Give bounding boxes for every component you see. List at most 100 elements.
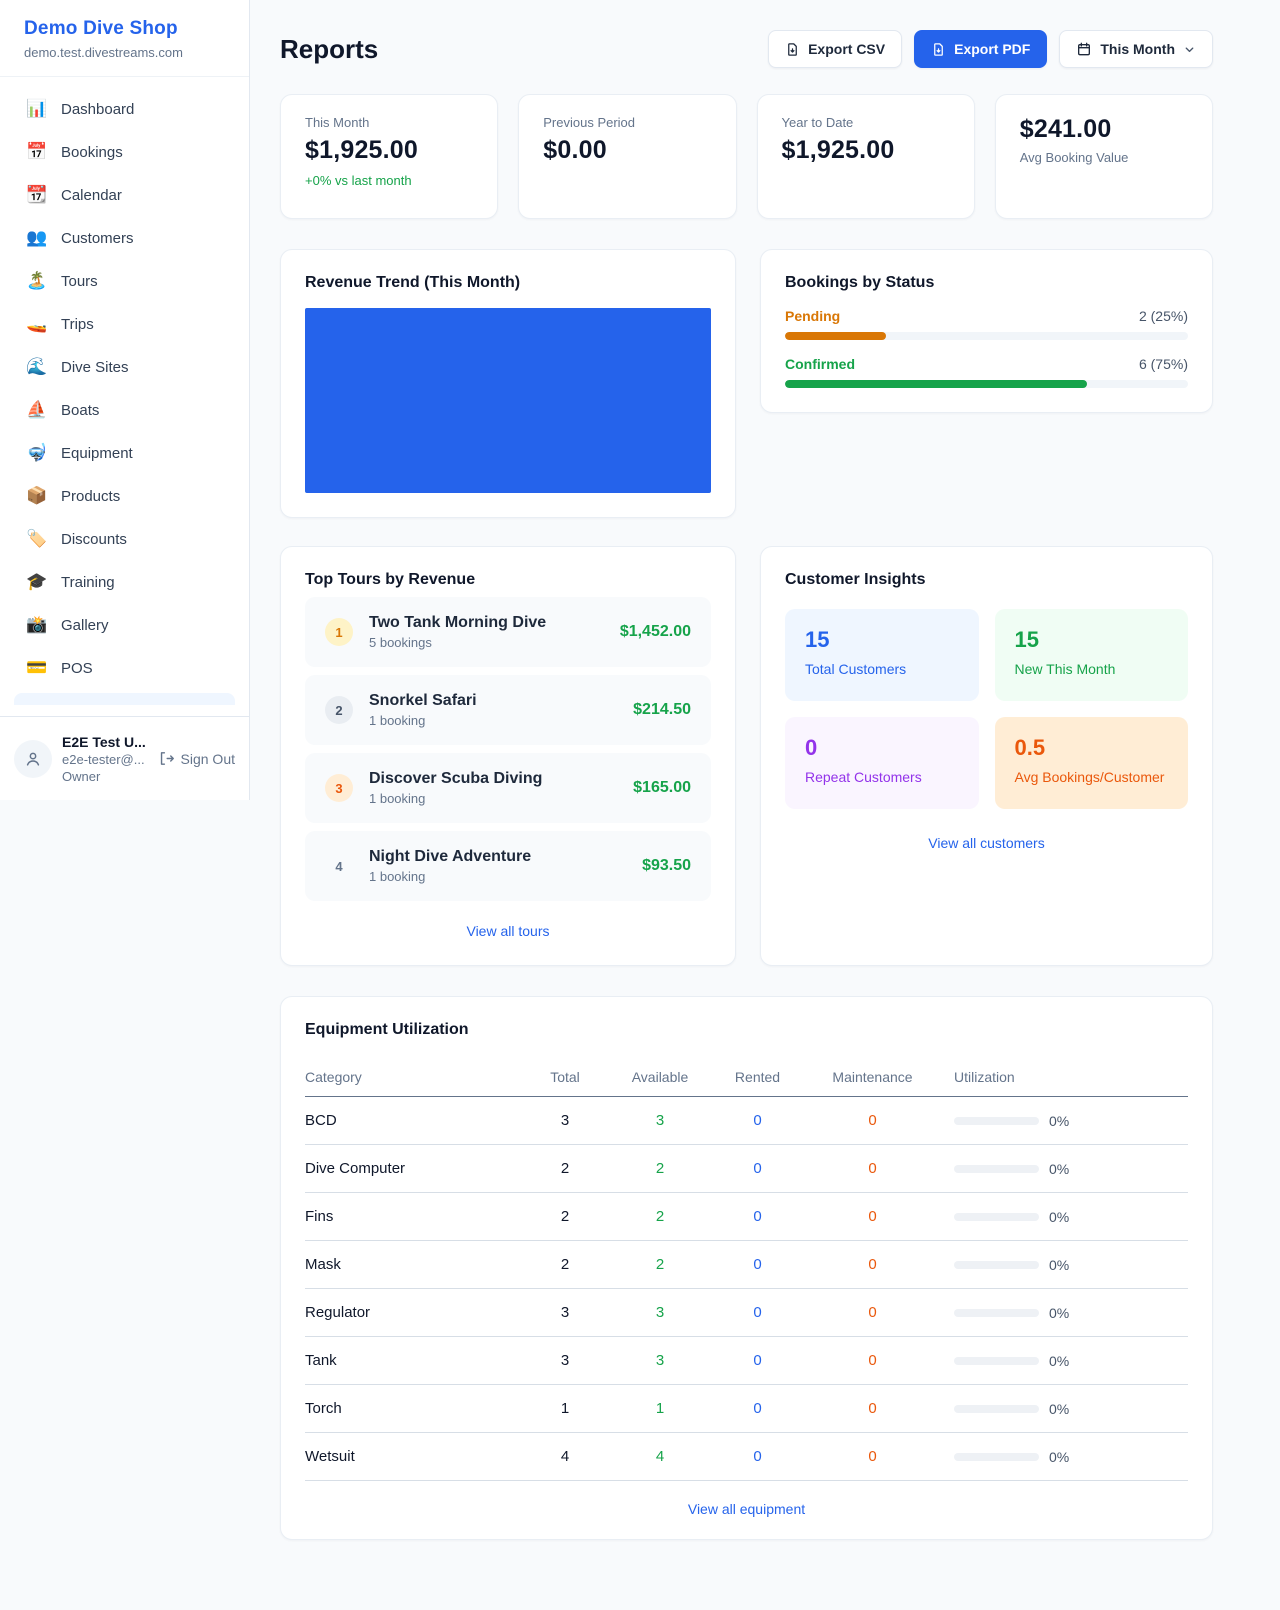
equipment-maintenance: 0: [868, 1352, 877, 1369]
equipment-rented: 0: [753, 1256, 762, 1273]
insights-row: Top Tours by Revenue 1 Two Tank Morning …: [280, 546, 1213, 966]
sidebar-item-active-clipped[interactable]: [14, 693, 235, 705]
person-icon: [26, 752, 40, 766]
stat-card-year-to-date: Year to Date $1,925.00: [756, 94, 975, 219]
equipment-available: 3: [655, 1304, 665, 1321]
tile-value: 0.5: [1014, 735, 1046, 760]
equipment-category: BCD: [305, 1112, 337, 1129]
sidebar-item-label: Calendar: [61, 186, 122, 204]
diving-mask-icon: 🤿: [26, 443, 48, 462]
equipment-total: 3: [560, 1112, 570, 1129]
equipment-total: 4: [560, 1448, 570, 1465]
export-pdf-button[interactable]: Export PDF: [914, 30, 1048, 68]
period-selector[interactable]: This Month: [1059, 30, 1213, 68]
sidebar-item-equipment[interactable]: 🤿 Equipment: [14, 435, 235, 471]
equipment-utilization-title: Equipment Utilization: [305, 1021, 469, 1038]
sidebar-item-products[interactable]: 📦 Products: [14, 478, 235, 514]
status-label: Confirmed: [785, 356, 855, 372]
bookings-by-status-title: Bookings by Status: [785, 274, 935, 291]
view-all-equipment-link[interactable]: View all equipment: [687, 1501, 806, 1517]
rank-badge: 4: [335, 858, 343, 874]
page-title: Reports: [280, 33, 379, 64]
user-role: Owner: [62, 768, 101, 784]
sidebar-item-pos[interactable]: 💳 POS: [14, 650, 235, 686]
view-all-customers-link[interactable]: View all customers: [928, 835, 1045, 851]
tour-bookings: 1 booking: [369, 791, 426, 806]
sidebar-item-tours[interactable]: 🏝️ Tours: [14, 263, 235, 299]
sidebar-item-discounts[interactable]: 🏷️ Discounts: [14, 521, 235, 557]
equipment-table: Category Total Available Rented Maintena…: [305, 1057, 1188, 1481]
equipment-available: 3: [655, 1112, 665, 1129]
export-csv-button[interactable]: Export CSV: [768, 30, 903, 68]
credit-card-icon: 💳: [26, 658, 48, 677]
tile-label: Repeat Customers: [805, 769, 922, 785]
stat-label: Previous Period: [543, 115, 636, 130]
sidebar-item-label: Training: [61, 573, 115, 591]
table-row: Fins 2 2 0 0 0%: [305, 1193, 1188, 1241]
sidebar-item-calendar[interactable]: 📆 Calendar: [14, 177, 235, 213]
sidebar-item-label: Tours: [61, 272, 98, 290]
file-download-icon: [934, 42, 943, 56]
period-label: This Month: [1100, 41, 1175, 57]
equipment-rented: 0: [753, 1160, 762, 1177]
equipment-rented: 0: [753, 1208, 762, 1225]
utilization-percent: 0%: [1049, 1304, 1070, 1321]
sidebar-item-training[interactable]: 🎓 Training: [14, 564, 235, 600]
stat-value: $0.00: [543, 136, 607, 164]
equipment-available: 2: [655, 1256, 665, 1273]
dashboard-icon: 📊: [26, 99, 48, 118]
equipment-available: 4: [655, 1448, 665, 1465]
customer-insights-title: Customer Insights: [785, 571, 926, 588]
revenue-trend-card: Revenue Trend (This Month): [280, 249, 736, 518]
sign-out-button[interactable]: Sign Out: [158, 750, 235, 767]
view-all-tours-link[interactable]: View all tours: [466, 923, 550, 939]
export-csv-label: Export CSV: [808, 41, 886, 57]
equipment-category: Fins: [305, 1208, 334, 1225]
tour-amount: $165.00: [633, 779, 691, 796]
tile-label: New This Month: [1014, 661, 1116, 677]
col-utilization: Utilization: [954, 1068, 1015, 1085]
rank-badge: 2: [325, 696, 353, 724]
charts-row: Revenue Trend (This Month) Bookings by S…: [280, 249, 1213, 518]
sidebar-item-label: Trips: [61, 315, 94, 333]
sidebar-item-label: Bookings: [61, 143, 123, 161]
status-label: Pending: [785, 308, 841, 324]
sidebar-header: Demo Dive Shop demo.test.divestreams.com: [0, 0, 249, 77]
equipment-rented: 0: [753, 1448, 762, 1465]
tour-row: 1 Two Tank Morning Dive 5 bookings $1,45…: [305, 597, 711, 667]
package-icon: 📦: [26, 486, 48, 505]
tour-row: 3 Discover Scuba Diving 1 booking $165.0…: [305, 753, 711, 823]
equipment-category: Mask: [305, 1256, 341, 1273]
tour-name: Snorkel Safari: [369, 692, 477, 709]
utilization-percent: 0%: [1049, 1352, 1070, 1369]
tour-bookings: 1 booking: [369, 713, 426, 728]
table-row: Mask 2 2 0 0 0%: [305, 1241, 1188, 1289]
sidebar-item-bookings[interactable]: 📅 Bookings: [14, 134, 235, 170]
equipment-rented: 0: [753, 1304, 762, 1321]
tour-amount: $1,452.00: [619, 623, 691, 640]
stat-label: Avg Booking Value: [1019, 150, 1129, 165]
equipment-table-header: Category Total Available Rented Maintena…: [305, 1057, 1188, 1097]
sidebar-item-trips[interactable]: 🚤 Trips: [14, 306, 235, 342]
revenue-bar: [305, 308, 711, 493]
equipment-total: 2: [560, 1160, 570, 1177]
sidebar-item-boats[interactable]: ⛵ Boats: [14, 392, 235, 428]
tour-name: Two Tank Morning Dive: [369, 614, 547, 631]
equipment-maintenance: 0: [868, 1208, 877, 1225]
calendar-icon: 📆: [26, 185, 48, 204]
col-maintenance: Maintenance: [832, 1068, 913, 1085]
equipment-maintenance: 0: [868, 1256, 877, 1273]
equipment-total: 3: [560, 1304, 570, 1321]
stat-label: This Month: [305, 115, 370, 130]
bookings-by-status-card: Bookings by Status Pending 2 (25%) Confi…: [760, 249, 1213, 413]
sidebar-item-dive-sites[interactable]: 🌊 Dive Sites: [14, 349, 235, 385]
sidebar-item-customers[interactable]: 👥 Customers: [14, 220, 235, 256]
main-content: Reports Export CSV Export PDF: [250, 0, 1280, 1580]
col-total: Total: [550, 1068, 580, 1085]
sidebar-item-label: Discounts: [61, 530, 127, 548]
sidebar-item-dashboard[interactable]: 📊 Dashboard: [14, 91, 235, 127]
customers-icon: 👥: [26, 228, 48, 247]
speedboat-icon: 🚤: [26, 314, 48, 333]
sidebar-item-gallery[interactable]: 📸 Gallery: [14, 607, 235, 643]
